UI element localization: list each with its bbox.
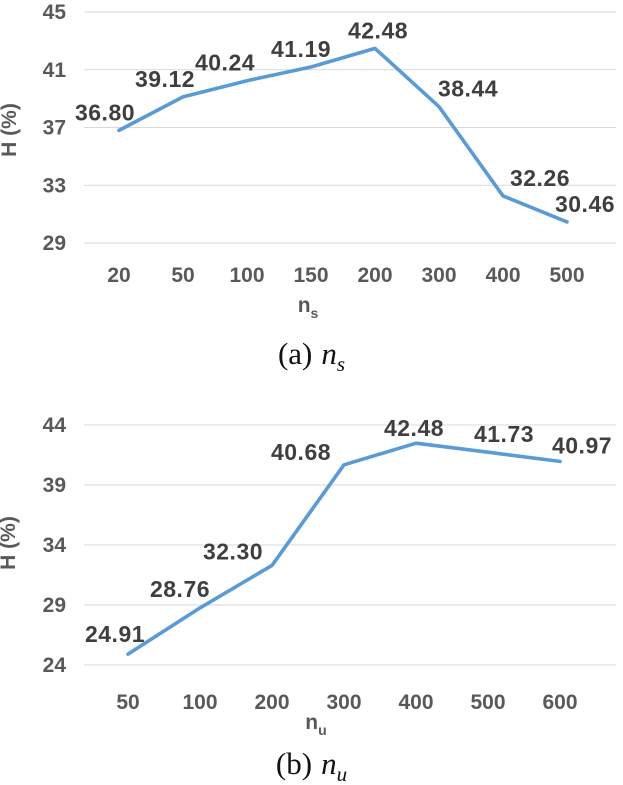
x-tick-label: 50 xyxy=(116,691,139,714)
chart-ns-block: 45 41 37 33 29 20 50 100 150 200 300 400 500 36.80 39.… xyxy=(0,0,623,326)
series-line xyxy=(117,46,569,224)
data-point-label: 40.24 xyxy=(195,50,255,76)
x-tick-label: 150 xyxy=(293,264,328,287)
y-tick-label: 24 xyxy=(43,654,67,677)
y-tick-label: 45 xyxy=(43,1,67,24)
x-axis-label: ns xyxy=(298,294,319,321)
data-point-label: 38.44 xyxy=(438,76,498,102)
data-point-label: 32.30 xyxy=(203,538,263,564)
caption-b-symbol: nu xyxy=(321,746,347,785)
chart-ns-canvas: 45 41 37 33 29 20 50 100 150 200 300 400 500 36.8039.… xyxy=(0,1,616,321)
chart-nu-canvas: 44 39 34 29 24 50 100 200 300 400 500 600 24.9128.76… xyxy=(0,414,616,738)
caption-b-subscript: u xyxy=(336,762,348,785)
x-tick-label: 600 xyxy=(542,691,577,714)
x-axis-label-subscript: s xyxy=(311,305,319,321)
caption-b-variable: n xyxy=(321,746,337,781)
x-tick-label: 500 xyxy=(470,691,505,714)
data-point-label: 30.46 xyxy=(555,191,615,217)
data-point-label: 32.26 xyxy=(510,165,570,191)
series-line xyxy=(126,441,562,656)
y-tick-label: 33 xyxy=(43,174,66,197)
y-axis-label: H (%) xyxy=(0,516,20,570)
caption-a-subscript: s xyxy=(336,352,346,377)
data-point-label: 40.68 xyxy=(271,439,331,465)
x-axis-label: nu xyxy=(305,711,326,738)
x-tick-label: 200 xyxy=(254,691,289,714)
caption-a: (a) ns xyxy=(0,336,623,375)
x-tick-label: 200 xyxy=(357,264,392,287)
data-point-label: 28.76 xyxy=(150,576,210,602)
x-tick-label: 100 xyxy=(182,691,217,714)
x-tick-label: 50 xyxy=(171,264,194,287)
x-axis-label-subscript: u xyxy=(318,722,327,738)
x-tick-label: 400 xyxy=(485,264,520,287)
caption-b: (b) nu xyxy=(0,746,623,785)
y-tick-label: 41 xyxy=(43,59,67,82)
data-point-label: 41.73 xyxy=(474,421,534,447)
y-axis-label: H (%) xyxy=(0,103,21,157)
x-tick-label: 300 xyxy=(421,264,456,287)
y-tick-label: 34 xyxy=(43,534,67,557)
data-point-label: 40.97 xyxy=(552,432,612,458)
caption-a-symbol: ns xyxy=(321,336,345,375)
x-tick-label: 100 xyxy=(229,264,264,287)
data-point-label: 41.19 xyxy=(271,36,331,62)
y-tick-label: 39 xyxy=(43,474,66,497)
x-tick-label: 20 xyxy=(107,264,130,287)
data-point-label: 42.48 xyxy=(384,415,444,441)
x-tick-label: 500 xyxy=(549,264,584,287)
x-tick-label: 300 xyxy=(326,691,361,714)
caption-b-index: (b) xyxy=(275,746,313,781)
y-tick-label: 29 xyxy=(43,594,66,617)
x-axis-label-base: n xyxy=(298,294,311,317)
caption-a-index: (a) xyxy=(277,336,313,371)
data-point-label: 42.48 xyxy=(348,17,408,43)
data-point-label: 24.91 xyxy=(85,621,145,647)
y-tick-label: 29 xyxy=(43,232,66,255)
data-point-label: 39.12 xyxy=(135,66,195,92)
caption-a-variable: n xyxy=(321,336,337,371)
x-tick-label: 400 xyxy=(398,691,433,714)
y-tick-label: 44 xyxy=(43,414,67,437)
y-tick-label: 37 xyxy=(43,117,66,140)
data-point-label: 36.80 xyxy=(75,99,135,125)
chart-nu-block: 44 39 34 29 24 50 100 200 300 400 500 600 24.91 28.76… xyxy=(0,393,623,745)
x-axis-label-base: n xyxy=(305,711,318,734)
